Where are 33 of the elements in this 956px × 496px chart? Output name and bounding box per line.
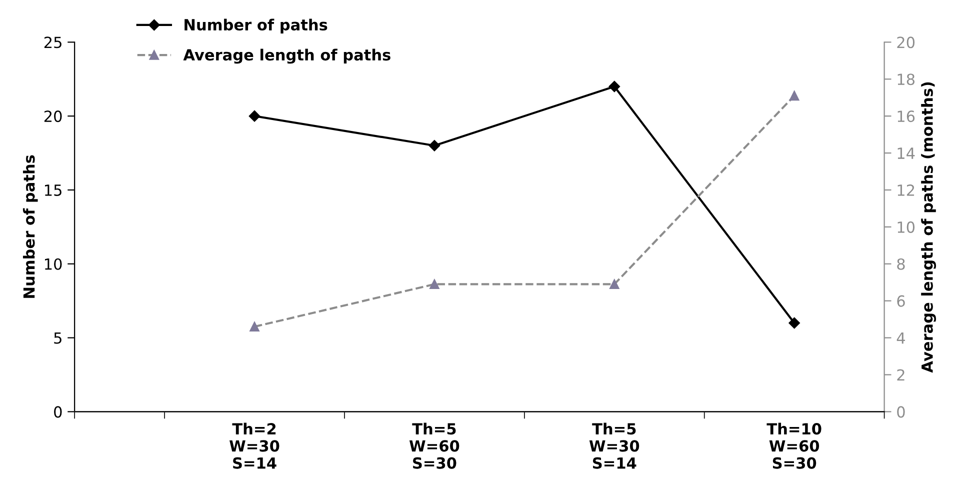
y-tick-label: 20 — [44, 110, 62, 122]
y2-tick-label: 6 — [897, 295, 905, 307]
point — [610, 279, 620, 290]
point — [608, 80, 620, 92]
y2-tick-label: 2 — [897, 369, 904, 381]
point — [248, 110, 260, 122]
x-tick-label: Th=10 W=60 S=30 — [766, 422, 822, 469]
x-tick-label: Th=5 W=60 S=30 — [409, 422, 460, 469]
y-tick-label: 25 — [44, 36, 62, 48]
y-tick-label: 10 — [45, 258, 62, 270]
x-tick-label: Th=2 W=30 S=14 — [230, 422, 280, 469]
y-axis-title: Number of paths — [22, 155, 38, 298]
point — [789, 90, 800, 101]
y2-tick-label: 16 — [898, 110, 915, 122]
y2-tick-label: 14 — [898, 148, 915, 159]
x-tick-label: Th=5 W=30 S=14 — [589, 422, 640, 469]
y2-tick-label: 20 — [897, 36, 915, 48]
y2-tick-label: 18 — [898, 74, 914, 86]
y2-tick-label: 12 — [898, 184, 914, 196]
y2-tick-label: 4 — [896, 332, 905, 344]
y2-axis-title: Average length of paths (months) — [921, 82, 936, 373]
y-tick-label: 15 — [45, 184, 62, 196]
y2-tick-label: 0 — [897, 406, 905, 418]
y2-tick-label: 8 — [897, 258, 905, 270]
y-tick-label: 0 — [54, 406, 62, 418]
point — [428, 140, 440, 152]
y-tick-label: 5 — [54, 332, 62, 344]
point — [430, 279, 440, 290]
legend-label: Number of paths — [184, 18, 328, 34]
legend-label: Average length of paths — [183, 48, 390, 64]
point — [250, 322, 260, 332]
point — [788, 317, 800, 329]
y2-tick-label: 10 — [898, 221, 915, 233]
